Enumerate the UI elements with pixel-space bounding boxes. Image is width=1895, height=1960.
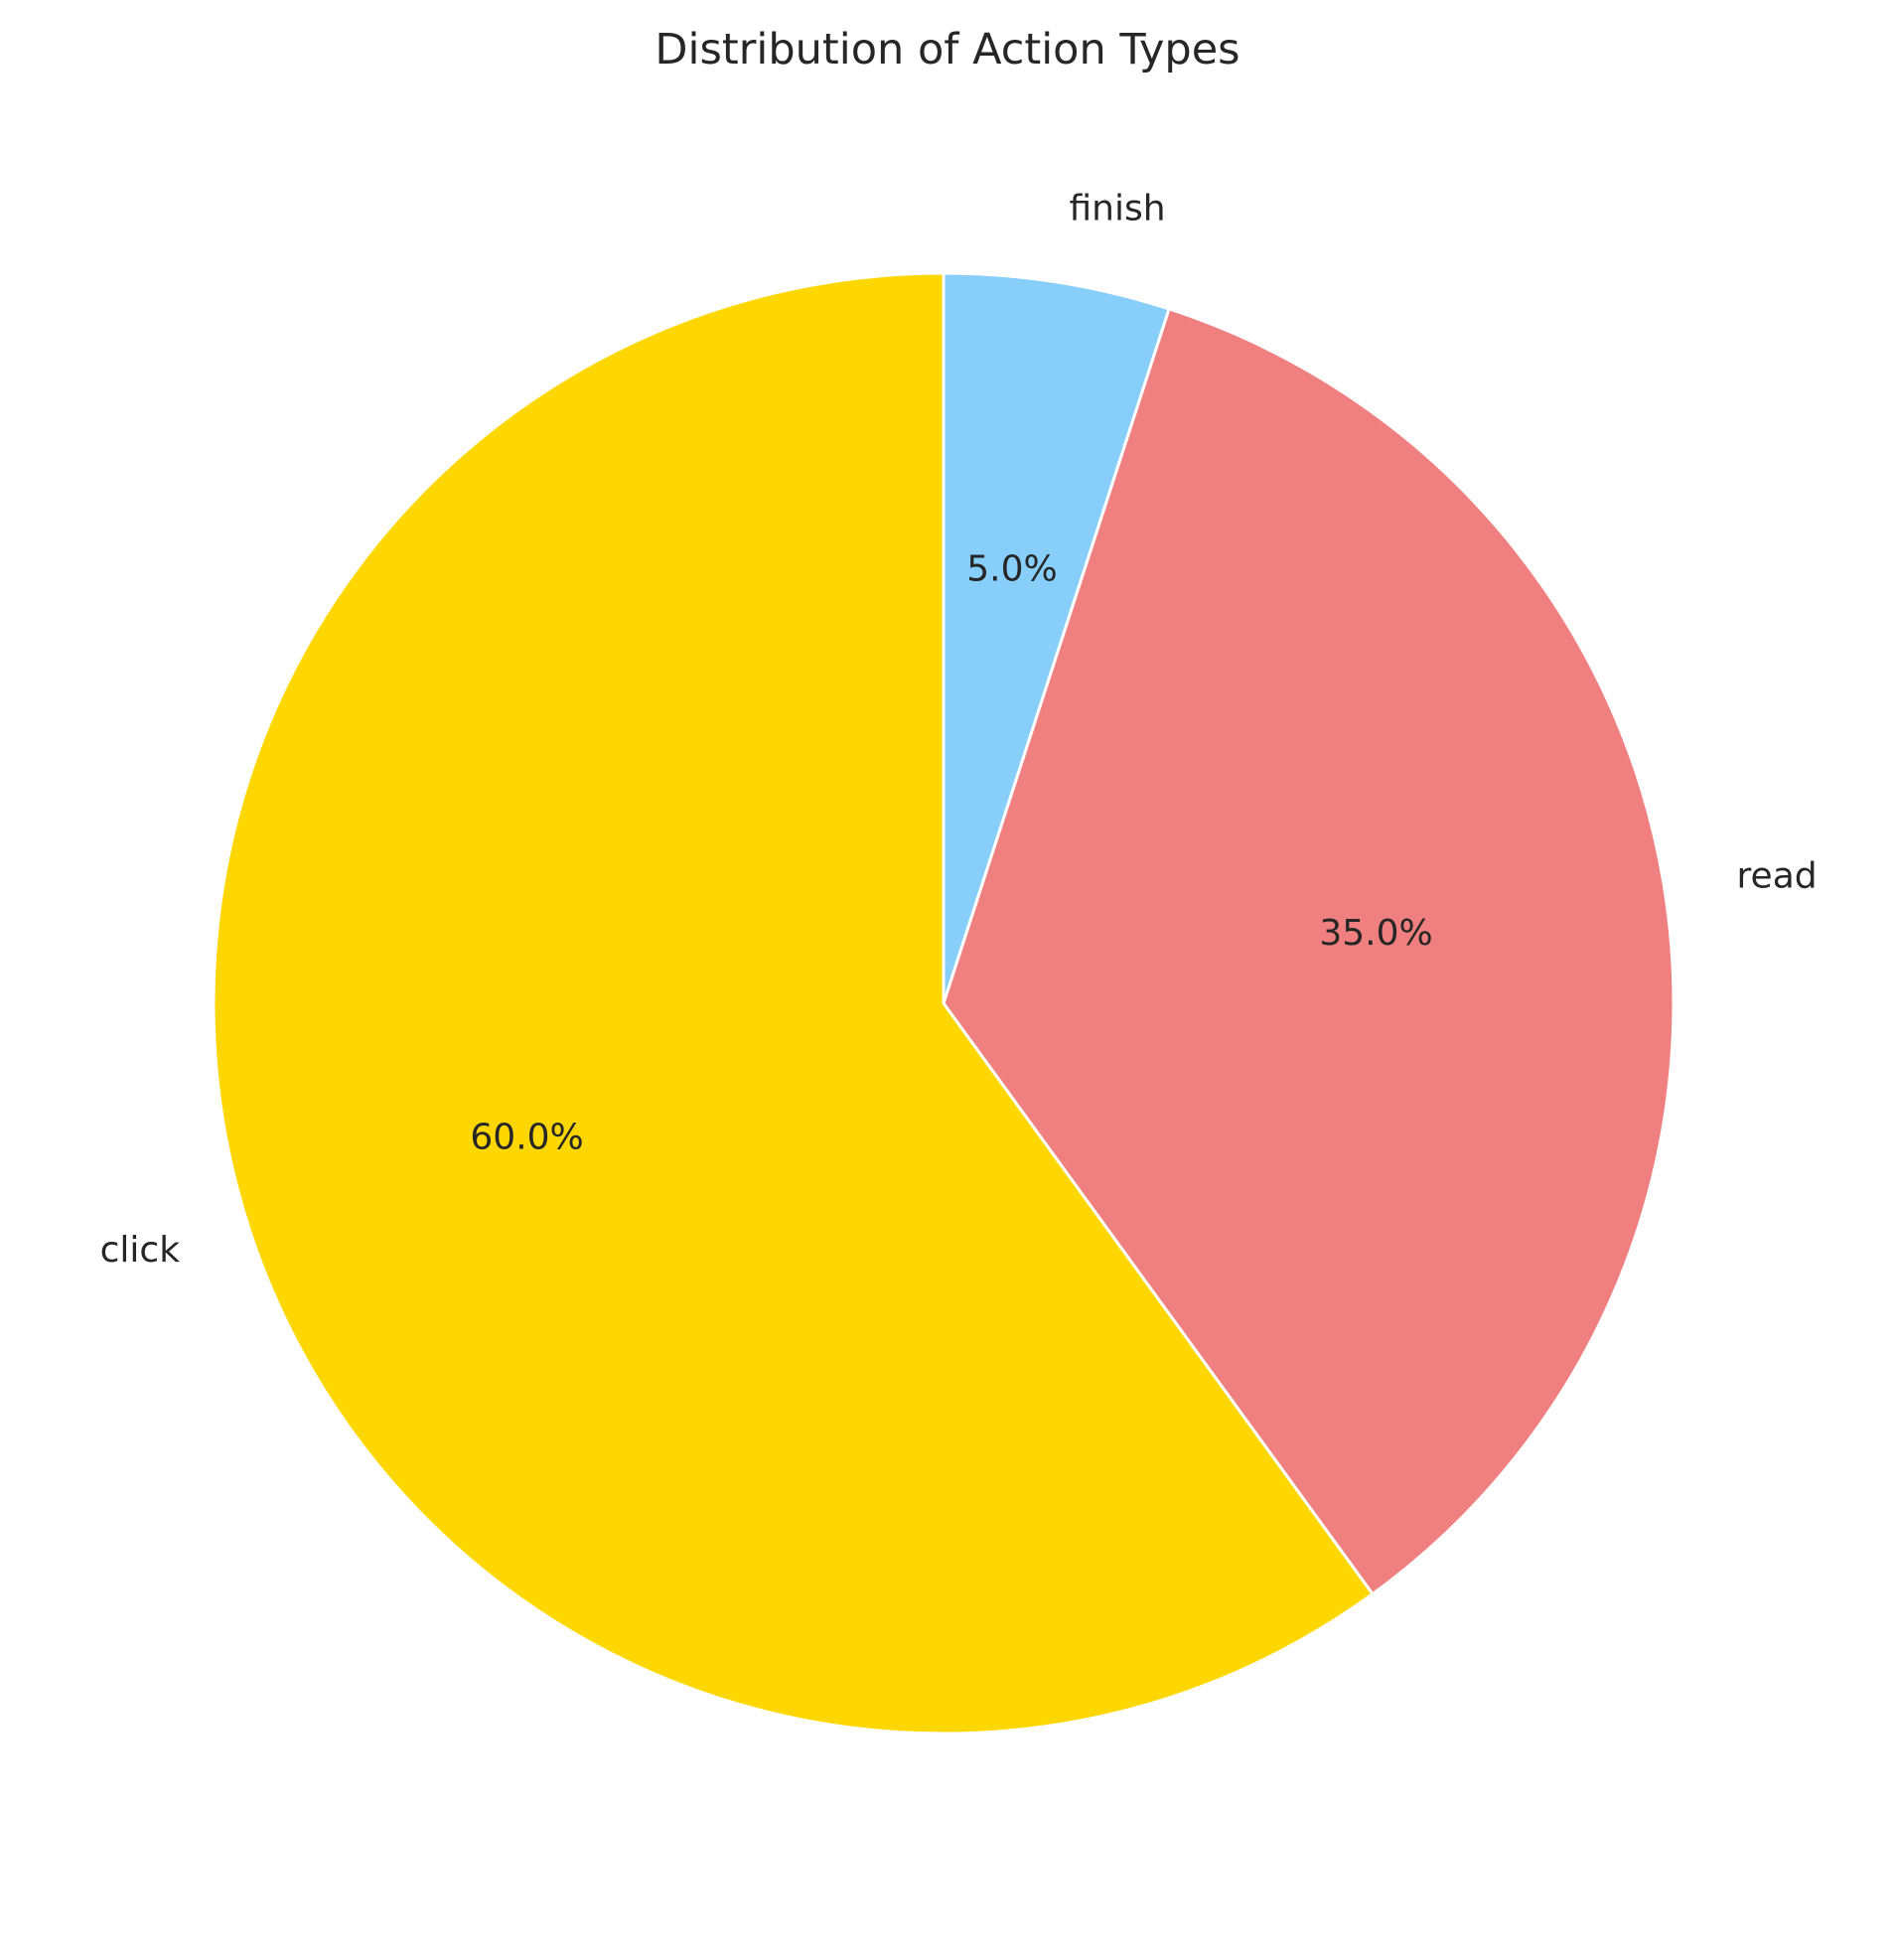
pie-percent-read: 35.0% (1319, 913, 1432, 954)
pie-slice-finish (942, 271, 1171, 1005)
chart-title: Distribution of Action Types (655, 25, 1239, 75)
pie-percent-click: 60.0% (470, 1117, 583, 1157)
pie-labels: finish 5.0% read 35.0% click 60.0% (100, 188, 1818, 1270)
pie-label-click: click (100, 1230, 181, 1271)
pie-label-read: read (1737, 856, 1818, 897)
pie-percent-finish: 5.0% (966, 548, 1057, 589)
pie-slice-click (212, 271, 1375, 1735)
pie-slice-read (942, 307, 1676, 1596)
pie-label-finish: finish (1069, 188, 1165, 228)
pie-slices (212, 271, 1676, 1735)
